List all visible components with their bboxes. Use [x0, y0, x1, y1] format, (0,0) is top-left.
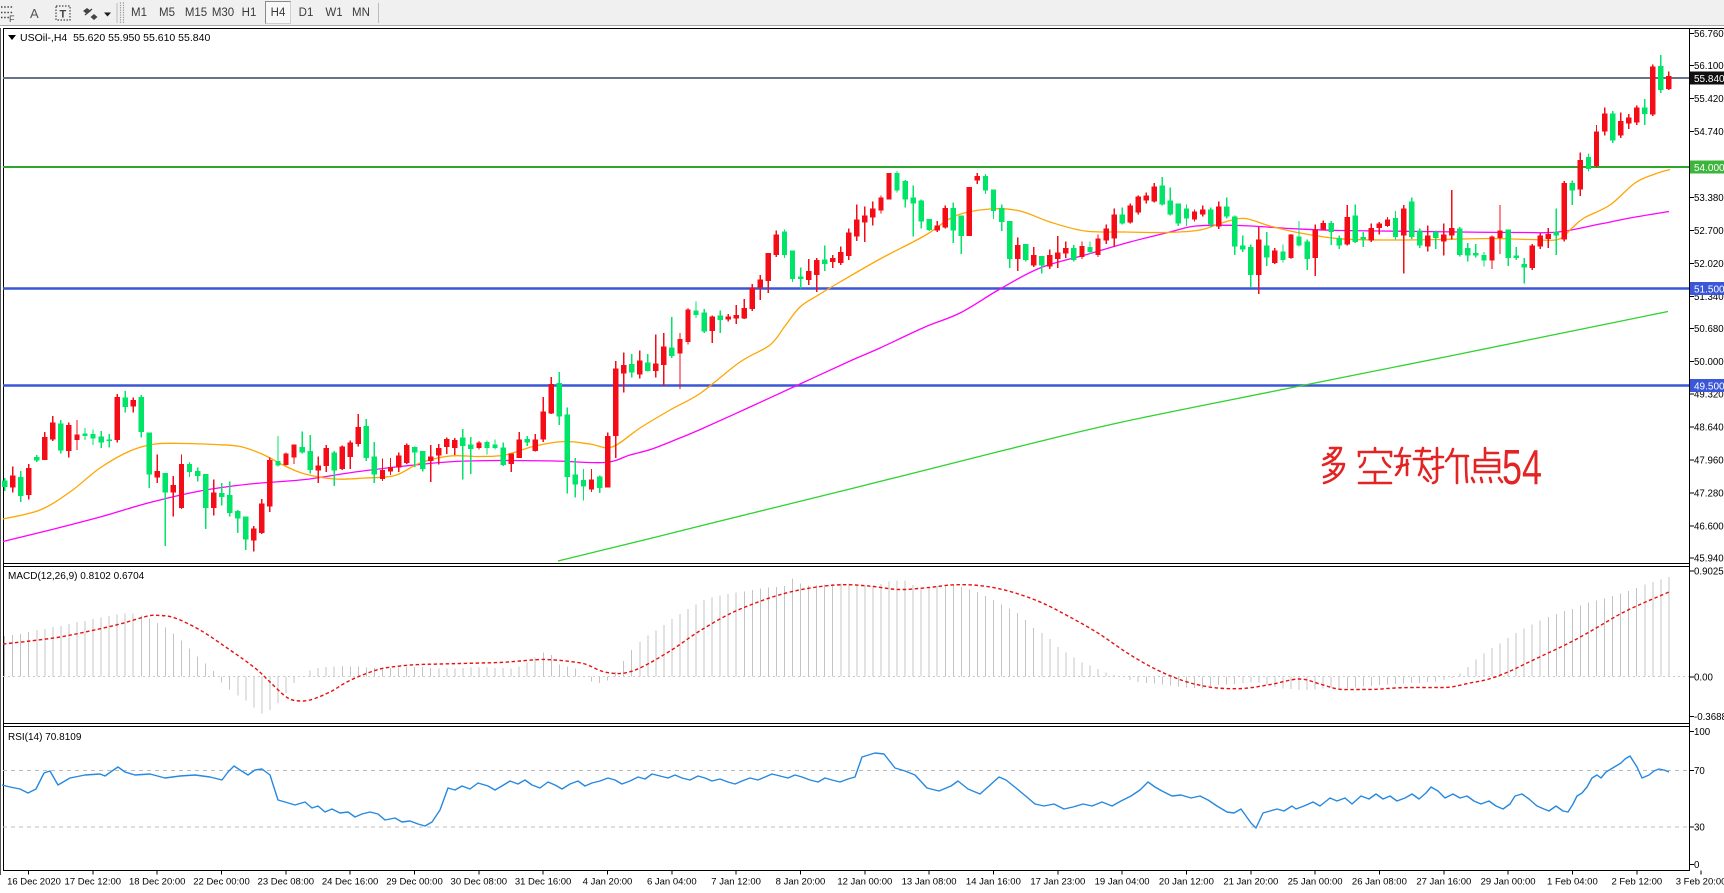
svg-text:27 Jan 16:00: 27 Jan 16:00 — [1416, 877, 1471, 888]
svg-text:16 Dec 2020: 16 Dec 2020 — [7, 877, 61, 888]
svg-text:50.000: 50.000 — [1694, 357, 1724, 368]
svg-text:A: A — [30, 6, 39, 21]
svg-text:48.640: 48.640 — [1694, 423, 1724, 434]
svg-text:52.020: 52.020 — [1694, 259, 1724, 270]
svg-text:12 Jan 00:00: 12 Jan 00:00 — [837, 877, 892, 888]
svg-text:F: F — [9, 14, 15, 24]
svg-text:51.500: 51.500 — [1694, 285, 1724, 296]
svg-text:53.380: 53.380 — [1694, 193, 1724, 204]
svg-text:17 Dec 12:00: 17 Dec 12:00 — [65, 877, 122, 888]
svg-text:7 Jan 12:00: 7 Jan 12:00 — [711, 877, 761, 888]
svg-text:24 Dec 16:00: 24 Dec 16:00 — [322, 877, 379, 888]
svg-text:3 Feb 20:00: 3 Feb 20:00 — [1676, 877, 1724, 888]
svg-text:25 Jan 00:00: 25 Jan 00:00 — [1288, 877, 1343, 888]
svg-text:23 Dec 08:00: 23 Dec 08:00 — [258, 877, 315, 888]
svg-text:T: T — [60, 9, 67, 21]
svg-text:50.680: 50.680 — [1694, 324, 1724, 335]
svg-text:6 Jan 04:00: 6 Jan 04:00 — [647, 877, 697, 888]
svg-text:22 Dec 00:00: 22 Dec 00:00 — [193, 877, 250, 888]
svg-text:54.000: 54.000 — [1694, 163, 1724, 174]
svg-text:30 Dec 08:00: 30 Dec 08:00 — [451, 877, 508, 888]
svg-text:45.940: 45.940 — [1694, 554, 1724, 565]
svg-text:USOil-,H4 55.620 55.950 55.61: USOil-,H4 55.620 55.950 55.610 55.840 — [20, 32, 210, 44]
svg-text:47.960: 47.960 — [1694, 456, 1724, 467]
svg-text:-0.3688: -0.3688 — [1694, 712, 1724, 723]
svg-text:1 Feb 04:00: 1 Feb 04:00 — [1547, 877, 1598, 888]
svg-text:14 Jan 16:00: 14 Jan 16:00 — [966, 877, 1021, 888]
svg-text:46.600: 46.600 — [1694, 522, 1724, 533]
svg-text:54.740: 54.740 — [1694, 127, 1724, 138]
svg-text:0.9025: 0.9025 — [1694, 567, 1724, 578]
svg-text:55.840: 55.840 — [1694, 74, 1724, 85]
svg-text:21 Jan 20:00: 21 Jan 20:00 — [1223, 877, 1278, 888]
svg-text:17 Jan 23:00: 17 Jan 23:00 — [1030, 877, 1085, 888]
svg-text:31 Dec 16:00: 31 Dec 16:00 — [515, 877, 572, 888]
svg-text:26 Jan 08:00: 26 Jan 08:00 — [1352, 877, 1407, 888]
svg-text:49.320: 49.320 — [1694, 390, 1724, 401]
svg-text:0.00: 0.00 — [1694, 673, 1713, 684]
svg-text:56.760: 56.760 — [1694, 29, 1724, 40]
svg-text:29 Dec 00:00: 29 Dec 00:00 — [386, 877, 443, 888]
svg-text:13 Jan 08:00: 13 Jan 08:00 — [902, 877, 957, 888]
svg-text:2 Feb 12:00: 2 Feb 12:00 — [1611, 877, 1662, 888]
svg-text:RSI(14) 70.8109: RSI(14) 70.8109 — [8, 732, 82, 743]
svg-text:29 Jan 00:00: 29 Jan 00:00 — [1481, 877, 1536, 888]
svg-text:18 Dec 20:00: 18 Dec 20:00 — [129, 877, 186, 888]
svg-text:47.280: 47.280 — [1694, 489, 1724, 500]
svg-text:100: 100 — [1694, 727, 1711, 738]
svg-text:19 Jan 04:00: 19 Jan 04:00 — [1095, 877, 1150, 888]
svg-text:54: 54 — [1502, 441, 1542, 495]
svg-text:0: 0 — [1694, 860, 1700, 871]
svg-text:52.700: 52.700 — [1694, 226, 1724, 237]
svg-text:30: 30 — [1694, 822, 1705, 833]
svg-text:55.420: 55.420 — [1694, 94, 1724, 105]
svg-text:8 Jan 20:00: 8 Jan 20:00 — [776, 877, 826, 888]
svg-text:4 Jan 20:00: 4 Jan 20:00 — [583, 877, 633, 888]
svg-text:MACD(12,26,9) 0.8102 0.6704: MACD(12,26,9) 0.8102 0.6704 — [8, 571, 145, 582]
svg-text:56.100: 56.100 — [1694, 61, 1724, 72]
svg-text:49.500: 49.500 — [1694, 382, 1724, 393]
svg-text:51.340: 51.340 — [1694, 292, 1724, 303]
svg-text:20 Jan 12:00: 20 Jan 12:00 — [1159, 877, 1214, 888]
svg-text:70: 70 — [1694, 766, 1705, 777]
